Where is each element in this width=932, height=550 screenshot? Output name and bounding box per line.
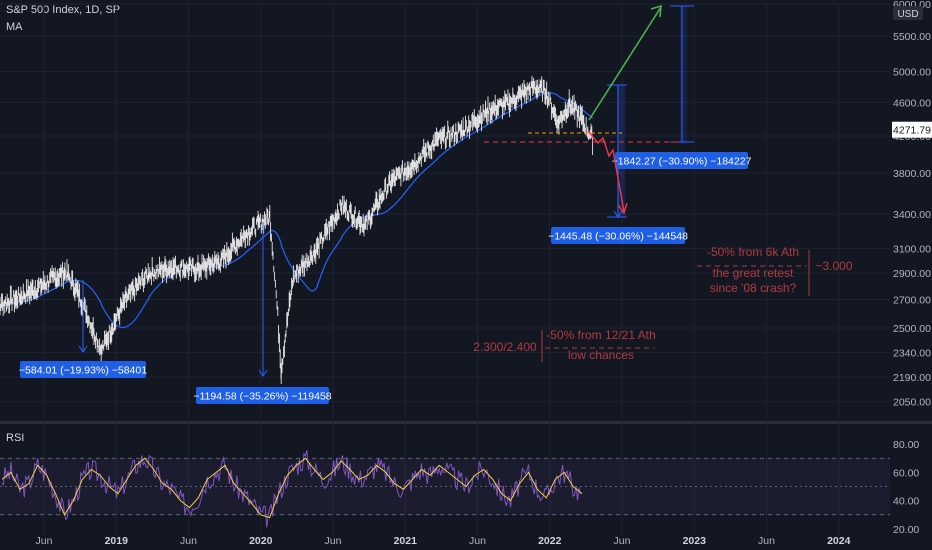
- time-tick-label: Jun: [469, 535, 486, 547]
- time-tick-label: Jun: [180, 535, 197, 547]
- measure-2022-high-band: [680, 6, 687, 144]
- chart-title: S&P 500 Index, 1D, SP: [6, 4, 121, 16]
- price-tick-label: 5500.00: [893, 31, 931, 43]
- bear-arrow-head: [617, 202, 628, 215]
- note-6k-line1: -50% from 6k Ath: [707, 245, 799, 259]
- note-ath-line1: -50% from 12/21 Ath: [546, 328, 655, 342]
- measure-label-text: −1842.27 (−30.90%) −184227: [612, 156, 752, 168]
- rsi-tick-label: 40.00: [893, 496, 919, 508]
- rsi-indicator-label[interactable]: RSI: [6, 432, 25, 444]
- bull-arrow: [588, 6, 662, 121]
- note-6k-value: ~3.000: [815, 259, 852, 273]
- time-tick-label: 2022: [538, 535, 562, 547]
- time-tick-label: Jun: [758, 535, 775, 547]
- rsi-ma-line[interactable]: [1, 457, 583, 519]
- currency-box: [893, 6, 923, 20]
- price-tick-label: 6000.00: [893, 0, 931, 11]
- note-ath-line2: low chances: [568, 348, 634, 362]
- measure-label-text: −584.01 (−19.93%) −58401: [19, 365, 147, 377]
- measure-2018-line-arrowhead: [78, 345, 88, 353]
- measure-label-box: [20, 361, 146, 378]
- last-price-tag: [892, 121, 932, 138]
- rsi-tick-label: 80.00: [893, 439, 919, 451]
- measure-label-box: [615, 152, 748, 169]
- time-tick-label: 2021: [394, 535, 418, 547]
- time-tick-label: Jun: [325, 535, 342, 547]
- measure-2020-line-arrowhead: [258, 369, 268, 377]
- rsi-line[interactable]: [1, 450, 581, 528]
- note-6k-line3: since '08 crash?: [710, 281, 797, 295]
- time-tick-label: 2024: [827, 535, 851, 547]
- price-tick-label: 2500.00: [893, 323, 931, 335]
- price-tick-label: 2340.00: [893, 347, 931, 359]
- bear-arrow: [587, 130, 625, 213]
- measure-label-text: −1194.58 (−35.26%) −119458: [193, 391, 331, 403]
- price-tick-label: 3100.00: [893, 243, 931, 255]
- price-tick-label: 3800.00: [893, 168, 931, 180]
- price-tick-label: 5000.00: [893, 66, 931, 78]
- price-tick-label: 2700.00: [893, 294, 931, 306]
- price-tick-label: 3400.00: [893, 209, 931, 221]
- ma-line[interactable]: [0, 92, 593, 329]
- price-tick-label: 2900.00: [893, 268, 931, 280]
- rsi-tick-label: 20.00: [893, 524, 919, 536]
- ma-indicator-label[interactable]: MA: [6, 21, 23, 33]
- time-tick-label: Jun: [614, 535, 631, 547]
- price-tick-label: 2190.00: [893, 372, 931, 384]
- measure-2022-band: [617, 85, 625, 218]
- time-tick-label: 2020: [249, 535, 273, 547]
- measure-label-box: [196, 387, 329, 404]
- time-tick-label: 2023: [683, 535, 707, 547]
- time-tick-label: 2019: [105, 535, 129, 547]
- panel-separator: [0, 421, 932, 424]
- last-price-label: 4271.79: [893, 125, 931, 137]
- price-tick-label: 2050.00: [893, 396, 931, 408]
- note-ath-value: 2.300/2.400: [473, 340, 537, 354]
- measure-label-box: [551, 227, 685, 244]
- currency-label: USD: [897, 9, 918, 20]
- time-tick-label: Jun: [36, 535, 53, 547]
- note-6k-line2: the great retest: [713, 266, 794, 280]
- price-tick-label: 4600.00: [893, 97, 931, 109]
- measure-label-text: −1445.48 (−30.06%) −144548: [548, 231, 688, 243]
- bull-arrow-head: [650, 4, 662, 18]
- rsi-tick-label: 60.00: [893, 467, 919, 479]
